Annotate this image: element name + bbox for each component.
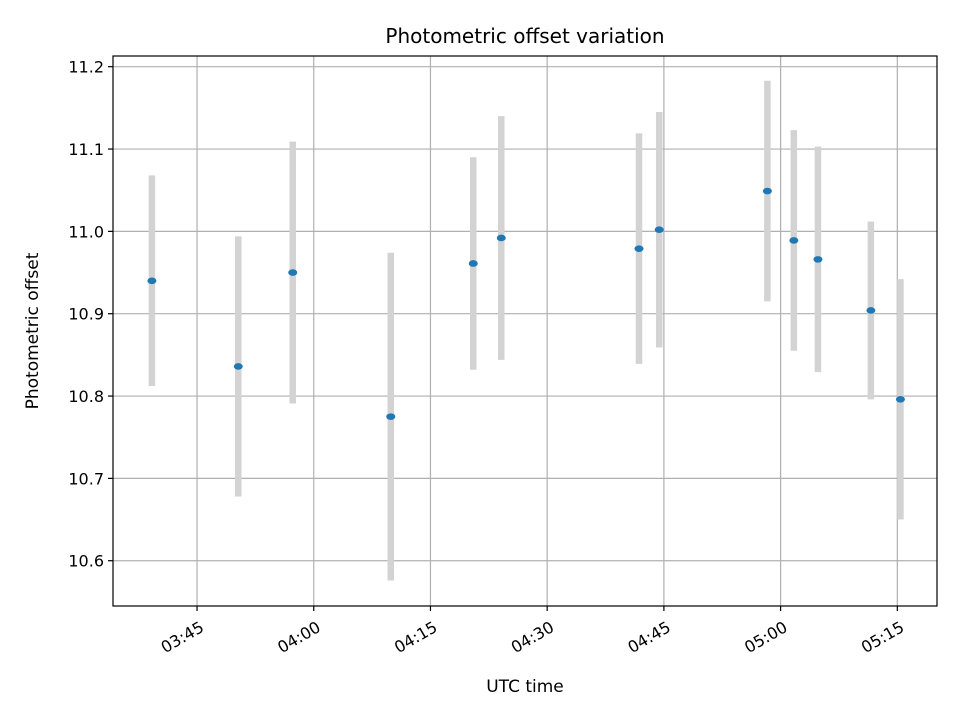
data-point (288, 269, 298, 276)
data-point (813, 256, 823, 263)
data-points (147, 187, 905, 420)
data-point (496, 234, 506, 242)
x-axis-label: UTC time (486, 677, 564, 697)
data-point (866, 307, 876, 314)
data-point (895, 396, 905, 403)
grid (113, 56, 937, 606)
data-point (634, 245, 644, 252)
y-tick-label: 11.2 (68, 58, 104, 77)
data-point (233, 363, 243, 370)
data-point (654, 226, 664, 234)
y-tick-label: 10.6 (68, 552, 104, 571)
data-point (386, 413, 396, 420)
y-tick-label: 10.9 (68, 305, 104, 324)
y-tick-label: 10.7 (68, 469, 104, 488)
plot-frame (112, 55, 938, 607)
data-point (762, 187, 772, 195)
chart-title: Photometric offset variation (385, 24, 664, 48)
y-axis-label: Photometric offset (23, 252, 43, 409)
y-tick-label: 10.8 (68, 387, 104, 406)
y-tick-label: 11.0 (68, 222, 104, 241)
y-axis: 10.6 10.7 10.8 10.9 11.0 11.1 11.2 (68, 58, 113, 571)
data-point (147, 277, 157, 285)
data-point (789, 237, 799, 244)
y-tick-label: 11.1 (68, 140, 104, 159)
data-point (468, 260, 478, 267)
